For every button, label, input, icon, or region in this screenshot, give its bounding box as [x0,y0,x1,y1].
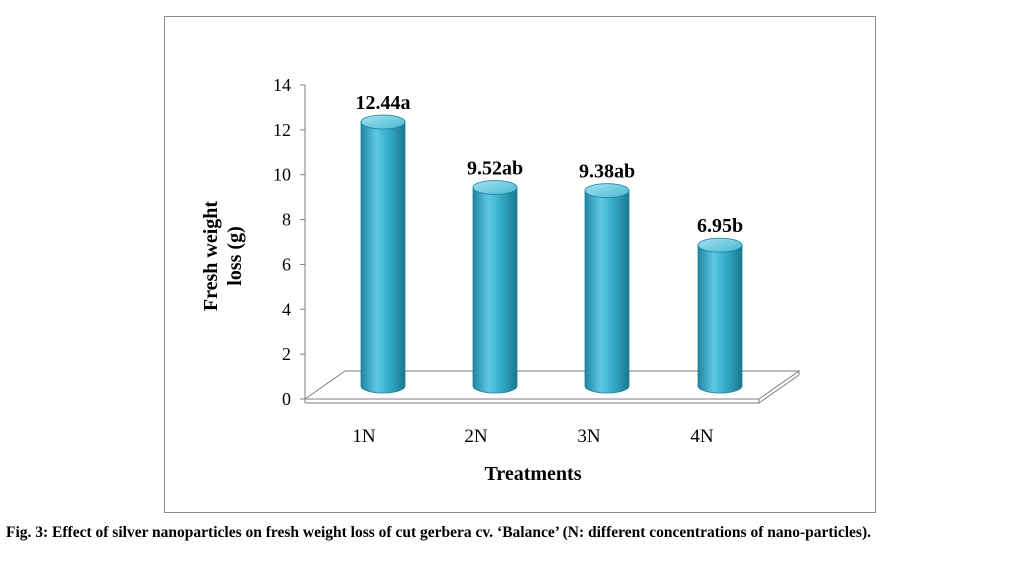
y-axis-title-line-1: Fresh weight [200,201,222,312]
chart-floor [303,370,801,404]
y-tick-label: 10 [273,165,291,185]
data-label: 9.52ab [467,157,523,179]
y-tick-label: 12 [273,120,291,140]
y-tick-label: 4 [282,299,291,319]
y-tick-label: 14 [273,75,291,95]
bar-1N [360,114,406,394]
bar-4N [697,237,743,394]
x-axis-title: Treatments [484,463,581,485]
y-axis-title-line-2: loss (g) [224,226,246,285]
bar-body [584,190,630,394]
data-label: 9.38ab [579,161,635,183]
bar-2N [472,180,518,394]
x-tick-label: 2N [464,426,488,447]
bar-top-cap [472,180,518,195]
y-tick-label: 0 [282,389,291,409]
bar-body [360,121,406,394]
x-tick-label: 1N [352,426,376,447]
figure-caption: Fig. 3: Effect of silver nanoparticles o… [6,524,871,541]
bar-body [472,187,518,394]
bar-top-cap [697,237,743,253]
x-tick-label: 4N [690,426,714,447]
y-tick-label: 2 [282,344,291,364]
data-label: 12.44a [356,92,411,114]
bar-body [697,244,743,394]
x-tick-label: 3N [577,426,601,447]
bar-top-cap [360,114,406,130]
y-tick-label: 8 [282,210,291,230]
bar-chart: 0 2 4 6 8 10 12 14 12.44a 1N 9.52ab 2N 9.38ab 3N 6.95… [200,75,801,485]
data-label: 6.95b [697,215,743,237]
chart-frame: 0 2 4 6 8 10 12 14 12.44a 1N 9.52ab 2N 9.38ab 3N 6.95… [164,16,876,513]
bar-top-cap [584,183,630,199]
floor-back-right [758,374,800,404]
y-tick-label: 6 [282,254,291,274]
bar-3N [584,183,630,394]
